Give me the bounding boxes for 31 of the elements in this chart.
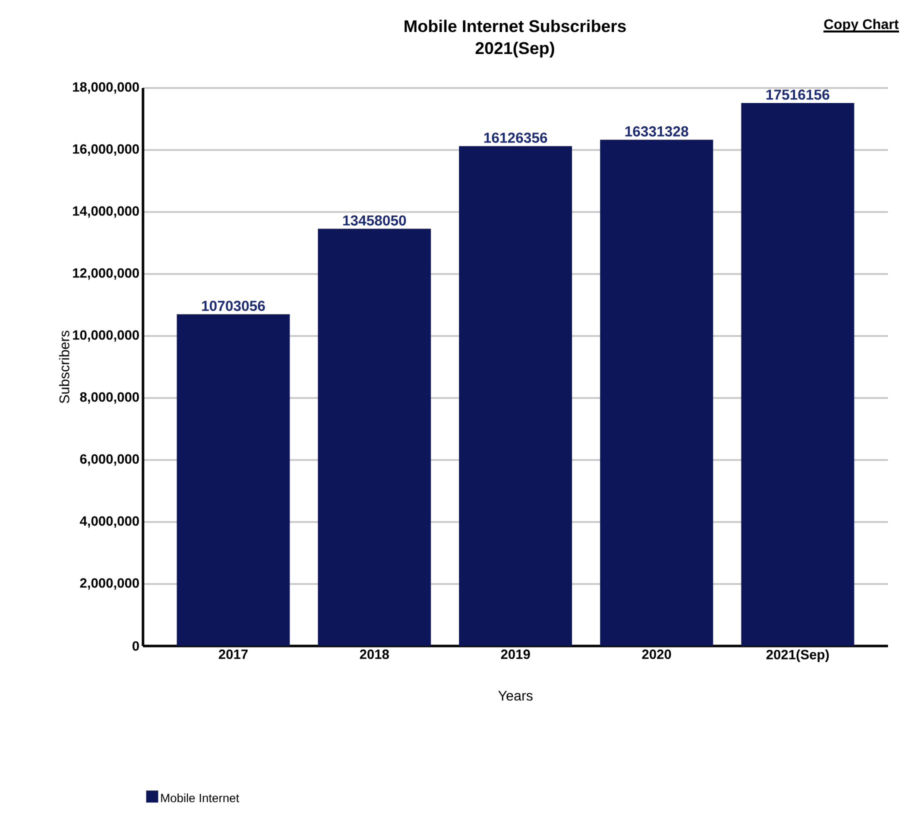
- bar: [741, 102, 854, 646]
- y-tick-label: 14,000,000: [73, 206, 139, 218]
- y-tick-label: 2,000,000: [80, 578, 139, 590]
- text: Copy Chart: [824, 18, 899, 32]
- chart-subtitle: 2021(Sep): [476, 42, 554, 58]
- y-tick-label: 6,000,000: [80, 454, 139, 466]
- bar: [459, 146, 572, 646]
- x-tick-label: 2017: [218, 650, 248, 660]
- data-label: 17516156: [766, 90, 830, 100]
- y-tick-label: 10,000,000: [73, 330, 139, 342]
- bar: [176, 314, 290, 646]
- y-tick-label: 4,000,000: [80, 516, 139, 528]
- bar: [600, 140, 714, 646]
- x-tick-label: 2021(Sep): [766, 650, 829, 662]
- legend-label: Mobile Internet: [161, 793, 240, 802]
- data-label: 10703056: [202, 300, 265, 311]
- data-label: 16126356: [484, 132, 548, 143]
- y-tick-label: 16,000,000: [73, 144, 139, 156]
- data-label: 13458050: [343, 215, 406, 226]
- x-axis-title: Years: [498, 690, 533, 701]
- y-tick-label: 0: [132, 641, 139, 651]
- bar: [318, 228, 431, 646]
- y-tick-label: 12,000,000: [73, 268, 139, 280]
- y-tick-label: 18,000,000: [73, 82, 139, 94]
- y-axis-title: Subscribers: [59, 330, 70, 404]
- chart-title: Mobile Internet Subscribers: [404, 20, 626, 32]
- y-tick-label: 8,000,000: [80, 392, 139, 404]
- data-label: 16331328: [625, 126, 688, 137]
- x-tick-label: 2018: [360, 650, 389, 660]
- x-tick-label: 2019: [501, 650, 530, 660]
- x-tick-label: 2020: [642, 650, 672, 660]
